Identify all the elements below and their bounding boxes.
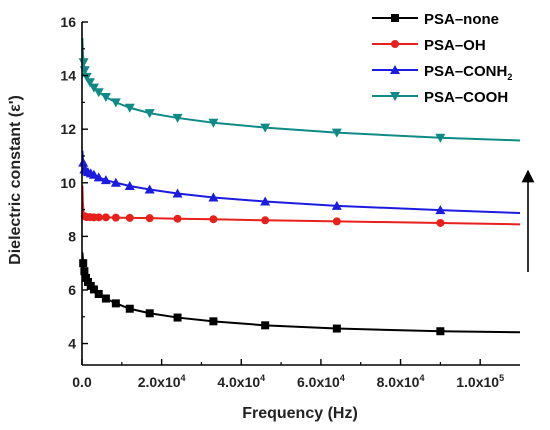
data-point	[173, 313, 182, 322]
data-point	[81, 273, 90, 282]
data-point	[332, 324, 341, 333]
series-line	[81, 252, 521, 334]
data-point	[436, 218, 445, 227]
data-point	[331, 200, 342, 210]
x-tick-label: 4.0x104	[217, 373, 265, 390]
data-point	[80, 267, 89, 276]
data-point	[144, 109, 155, 119]
data-point	[209, 215, 218, 224]
x-tick-exponent: 5	[499, 373, 504, 383]
legend-label-text: PSA–COOH	[424, 89, 508, 106]
data-point	[125, 304, 134, 313]
x-tick-exponent: 4	[181, 373, 186, 383]
series-1	[80, 185, 521, 227]
data-point	[101, 294, 110, 303]
x-tick-exponent: 4	[340, 373, 345, 383]
legend-label-subscript: 2	[507, 72, 512, 82]
data-point	[110, 177, 121, 187]
data-point	[78, 157, 89, 167]
legend-label: PSA–COOH	[424, 89, 508, 106]
series-0	[79, 252, 521, 336]
data-point	[145, 309, 154, 318]
legend: PSA–none PSA–OH PSA–CONH2 PSA–COOH	[372, 11, 512, 106]
x-tick-label: 1.0x105	[456, 373, 504, 390]
y-tick-label: 8	[68, 228, 76, 244]
legend-label-text: PSA–none	[424, 11, 499, 28]
data-point	[260, 123, 271, 133]
data-point	[261, 321, 270, 330]
data-point	[208, 118, 219, 128]
legend-marker	[390, 65, 400, 74]
data-point	[144, 184, 155, 194]
data-point	[435, 205, 446, 215]
data-point	[172, 188, 183, 198]
legend-item: PSA–OH	[372, 37, 486, 54]
series-2	[78, 150, 521, 215]
data-point	[94, 289, 103, 298]
legend-item: PSA–COOH	[372, 89, 508, 106]
legend-marker	[391, 14, 399, 22]
data-point	[172, 113, 183, 123]
data-point	[93, 88, 104, 98]
y-axis-title: Dielectric constant (ε')	[7, 95, 24, 265]
x-tick-exponent: 4	[419, 373, 424, 383]
data-point	[332, 217, 341, 226]
legend-label-text: PSA–OH	[424, 37, 486, 54]
data-point	[100, 93, 111, 103]
data-point	[435, 133, 446, 143]
x-tick-label: 8.0x104	[377, 373, 425, 390]
data-point	[100, 175, 111, 185]
legend-label: PSA–CONH2	[424, 63, 512, 82]
data-point	[94, 213, 103, 222]
x-tick-exponent: 4	[260, 373, 265, 383]
data-point	[145, 214, 154, 223]
legend-item: PSA–none	[372, 11, 499, 28]
data-point	[110, 98, 121, 108]
plot-area	[78, 38, 521, 336]
data-point	[88, 83, 99, 93]
x-tick-label: 6.0x104	[297, 373, 345, 390]
data-point	[124, 180, 135, 190]
legend-label: PSA–OH	[424, 37, 486, 54]
legend-label: PSA–none	[424, 11, 499, 28]
data-point	[84, 78, 95, 88]
data-point	[209, 317, 218, 326]
y-tick-label: 10	[60, 175, 76, 191]
x-axis-title: Frequency (Hz)	[242, 405, 358, 422]
data-point	[101, 213, 110, 222]
data-point	[124, 103, 135, 113]
legend-marker	[390, 92, 400, 101]
x-tick-label: 2.0x104	[138, 373, 186, 390]
data-point	[89, 285, 98, 294]
data-point	[88, 169, 99, 179]
data-point	[331, 128, 342, 138]
data-point	[111, 299, 120, 308]
y-tick-label: 6	[68, 282, 76, 298]
y-tick-label: 14	[60, 68, 76, 84]
data-point	[173, 214, 182, 223]
data-point	[78, 58, 89, 68]
data-point	[260, 196, 271, 206]
legend-marker	[391, 40, 399, 48]
axes: 0.0 2.0x104 4.0x104 6.0x104 8.0x104 1.0x105 4 6…	[60, 14, 520, 390]
data-point	[111, 213, 120, 222]
y-tick-label: 12	[60, 121, 76, 137]
series-line	[81, 150, 521, 215]
data-point	[261, 216, 270, 225]
data-point	[83, 277, 92, 286]
data-point	[436, 327, 445, 336]
legend-item: PSA–CONH2	[372, 63, 512, 82]
data-point	[125, 213, 134, 222]
legend-label-text: PSA–CONH	[424, 63, 507, 80]
y-tick-label: 4	[68, 336, 76, 352]
data-point	[93, 172, 104, 182]
y-tick-label: 16	[60, 14, 76, 30]
x-tick-label: 0.0	[72, 374, 92, 390]
data-point	[208, 192, 219, 202]
